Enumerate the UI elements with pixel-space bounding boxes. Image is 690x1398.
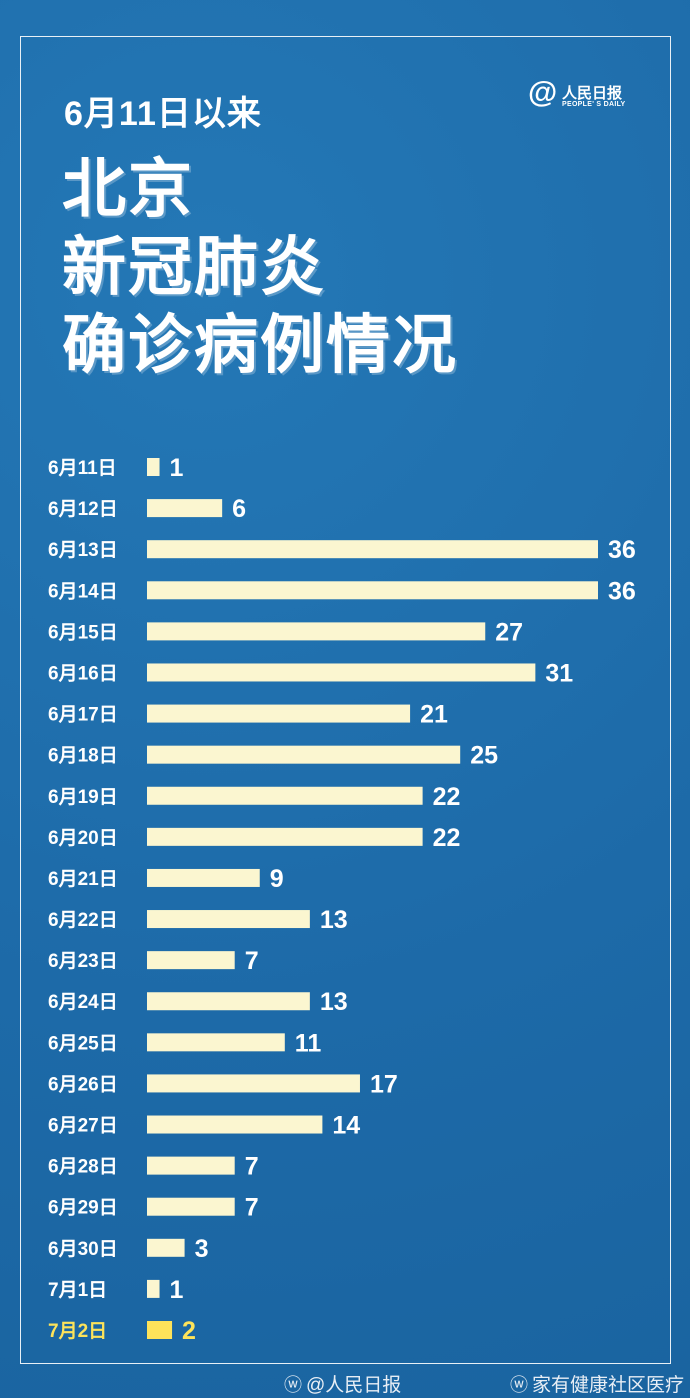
data-label: 13 — [320, 988, 348, 1016]
weibo-icon: ⓦ — [284, 1375, 302, 1395]
category-label: 6月25日 — [48, 1033, 118, 1054]
bar — [147, 581, 598, 600]
data-label: 11 — [295, 1029, 322, 1057]
category-label: 6月28日 — [48, 1157, 118, 1178]
logo-at-icon: @ — [528, 76, 558, 109]
data-label: 14 — [332, 1112, 360, 1140]
data-label: 22 — [433, 824, 461, 852]
bar — [147, 622, 486, 641]
category-label: 6月15日 — [48, 622, 118, 643]
category-label: 6月21日 — [48, 869, 118, 890]
category-label: 6月26日 — [48, 1074, 118, 1095]
page-title: 北京 新冠肺炎 确诊病例情况 — [62, 150, 458, 384]
category-label: 7月2日 — [48, 1321, 107, 1342]
category-label: 6月12日 — [48, 499, 118, 520]
logo-en: PEOPLE' S DAILY — [562, 101, 626, 108]
data-label: 7 — [245, 947, 259, 975]
category-label: 6月18日 — [48, 746, 118, 767]
bar — [147, 951, 235, 970]
bar — [147, 868, 260, 887]
bar — [147, 745, 461, 764]
bar — [147, 786, 423, 805]
category-label: 6月29日 — [48, 1198, 118, 1219]
data-label: 36 — [608, 536, 636, 564]
category-label: 7月1日 — [48, 1280, 107, 1301]
data-label: 17 — [370, 1070, 398, 1098]
category-label: 6月23日 — [48, 951, 118, 972]
bar — [147, 1074, 360, 1093]
data-label: 6 — [232, 495, 246, 523]
title-line-1: 北京 — [62, 153, 194, 225]
peoples-daily-logo: @ 人民日报 PEOPLE' S DAILY — [528, 76, 638, 116]
bar — [147, 663, 536, 682]
bar — [147, 1156, 235, 1175]
bar — [147, 499, 223, 518]
category-label: 6月30日 — [48, 1239, 118, 1260]
data-label: 1 — [170, 454, 184, 482]
data-label: 3 — [195, 1235, 209, 1263]
bar — [147, 540, 598, 559]
bar — [147, 1033, 285, 1052]
data-label: 27 — [495, 618, 523, 646]
frame-border — [20, 36, 671, 1364]
footer-source-2: ⓦ 家有健康社区医疗 — [510, 1370, 684, 1397]
bar — [147, 1115, 323, 1134]
footer-source-1: ⓦ @人民日报 — [284, 1370, 401, 1397]
footer-source-label: @人民日报 — [306, 1375, 402, 1396]
data-label: 22 — [433, 783, 461, 811]
weibo-icon: ⓦ — [510, 1375, 528, 1395]
bar — [147, 1238, 185, 1257]
category-label: 6月13日 — [48, 540, 118, 561]
category-label: 6月16日 — [48, 663, 118, 684]
data-label: 7 — [245, 1194, 259, 1222]
data-label: 36 — [608, 577, 636, 605]
category-label: 6月22日 — [48, 910, 118, 931]
data-label: 31 — [545, 659, 573, 687]
category-label: 6月14日 — [48, 581, 118, 602]
data-label: 21 — [420, 701, 448, 729]
bar — [147, 704, 411, 723]
bar — [147, 1321, 173, 1339]
data-label: 9 — [270, 865, 284, 893]
title-line-2: 新冠肺炎 — [62, 231, 326, 303]
bar — [147, 458, 160, 476]
category-label: 6月19日 — [48, 787, 118, 808]
title-line-3: 确诊病例情况 — [62, 309, 458, 381]
data-label: 25 — [470, 742, 498, 770]
category-label: 6月24日 — [48, 992, 118, 1013]
category-label: 6月17日 — [48, 705, 118, 726]
category-label: 6月20日 — [48, 828, 118, 849]
bar — [147, 910, 310, 929]
logo-cn: 人民日报 — [562, 85, 623, 102]
bar — [147, 1279, 160, 1298]
bar — [147, 992, 310, 1011]
category-label: 6月11日 — [48, 458, 117, 479]
bar — [147, 1197, 235, 1216]
bar — [147, 827, 423, 846]
category-label: 6月27日 — [48, 1116, 118, 1137]
subtitle: 6月11日以来 — [64, 95, 262, 133]
data-label: 7 — [245, 1153, 259, 1181]
footer-source-label: 家有健康社区医疗 — [532, 1375, 685, 1396]
data-label: 1 — [170, 1276, 184, 1304]
data-label: 13 — [320, 906, 348, 934]
data-label: 2 — [182, 1317, 196, 1345]
